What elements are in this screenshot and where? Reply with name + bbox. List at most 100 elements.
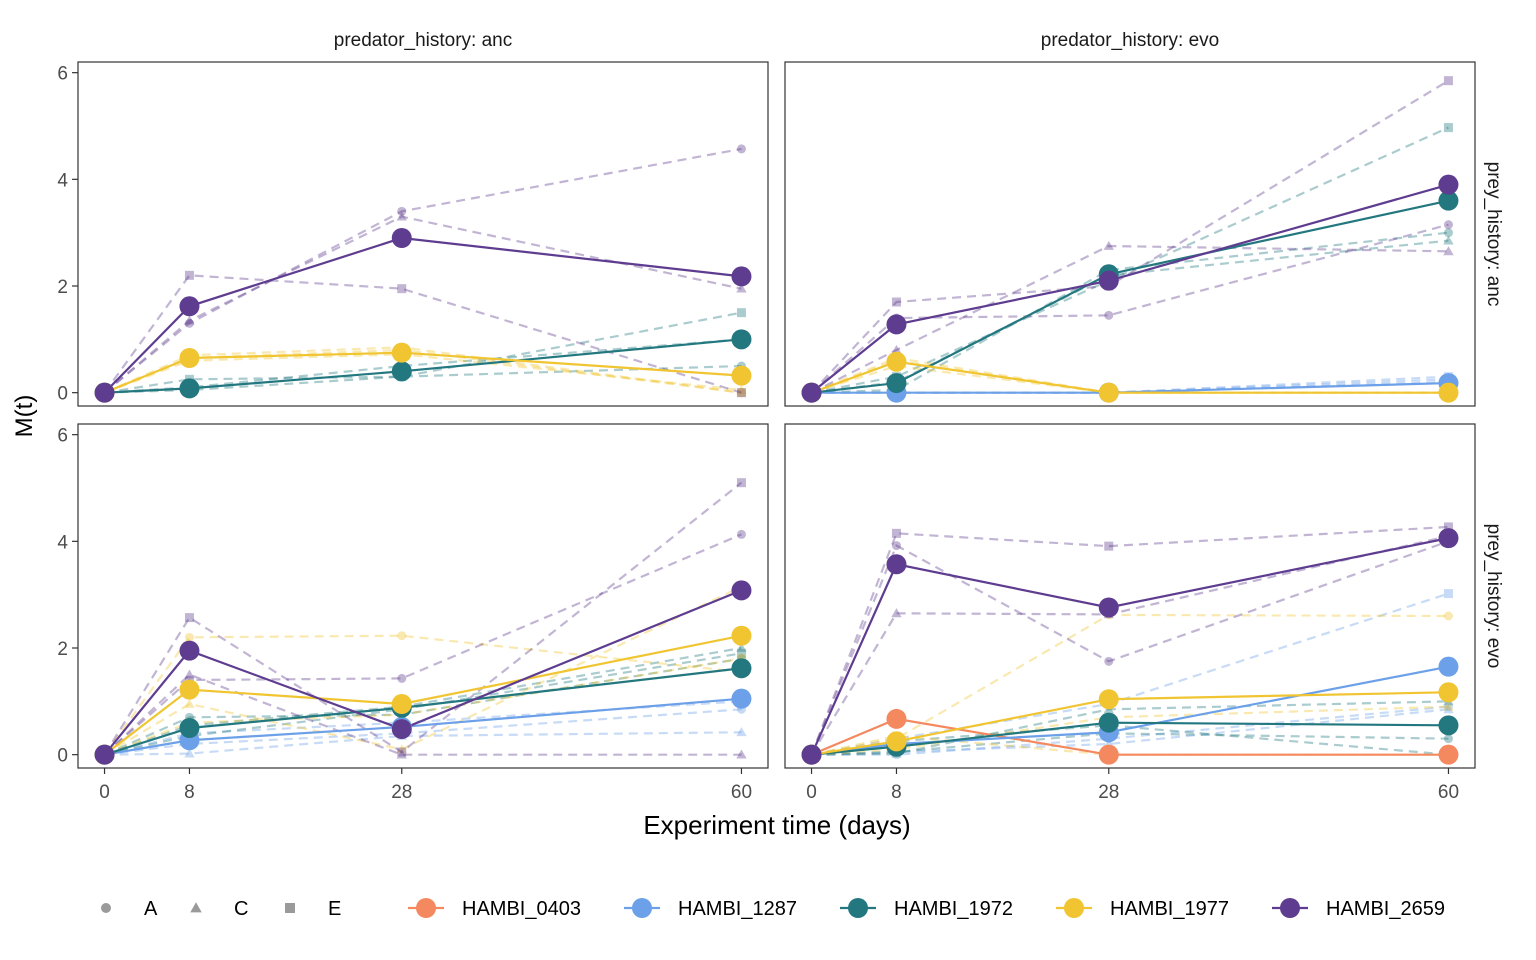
replicate-point bbox=[736, 388, 746, 398]
mean-point bbox=[1098, 744, 1119, 765]
replicate-point bbox=[736, 642, 747, 652]
mean-point bbox=[731, 688, 752, 709]
mean-point bbox=[886, 708, 907, 729]
mean-point bbox=[731, 625, 752, 646]
replicate-line bbox=[811, 378, 1449, 394]
mean-line bbox=[104, 667, 742, 756]
legend-species-point bbox=[1064, 898, 1084, 918]
replicate-point bbox=[184, 698, 195, 708]
replicate-line bbox=[811, 356, 1449, 394]
replicate-line bbox=[104, 353, 742, 394]
mean-point bbox=[179, 679, 200, 700]
mean-point bbox=[1438, 744, 1459, 765]
y-tick-label: 2 bbox=[57, 639, 68, 660]
replicate-point bbox=[736, 749, 747, 759]
mean-line bbox=[103, 589, 742, 756]
mean-point bbox=[391, 361, 412, 382]
replicate-line bbox=[103, 585, 742, 756]
replicate-line bbox=[104, 652, 742, 756]
mean-point bbox=[886, 314, 907, 335]
mean-point bbox=[731, 365, 752, 386]
replicate-point bbox=[1443, 702, 1453, 712]
mean-point bbox=[731, 266, 752, 287]
panel-border bbox=[77, 423, 769, 769]
replicate-line bbox=[811, 592, 1449, 756]
replicate-line bbox=[811, 375, 1449, 394]
x-tick-label: 60 bbox=[731, 782, 752, 803]
mean-point bbox=[179, 378, 200, 399]
replicate-point bbox=[1103, 240, 1114, 250]
replicate-line bbox=[103, 673, 742, 756]
mean-point bbox=[1098, 689, 1119, 710]
replicate-point bbox=[736, 478, 746, 488]
mean-line bbox=[104, 697, 742, 756]
replicate-line bbox=[104, 731, 742, 756]
mean-line bbox=[811, 721, 1449, 756]
legend-shape-label: A bbox=[144, 898, 158, 920]
replicate-line bbox=[104, 657, 742, 756]
mean-point bbox=[1438, 382, 1459, 403]
replicate-point bbox=[736, 529, 746, 539]
mean-point bbox=[1098, 597, 1119, 618]
mean-point bbox=[1438, 715, 1459, 736]
mean-line bbox=[811, 199, 1449, 394]
x-tick-label: 28 bbox=[391, 782, 412, 803]
mean-point bbox=[886, 731, 907, 752]
mean-line bbox=[104, 351, 742, 394]
column-strip-label: predator_history: evo bbox=[1041, 30, 1220, 51]
replicate-line bbox=[811, 724, 1449, 756]
replicate-point bbox=[396, 749, 407, 759]
mean-point bbox=[179, 640, 200, 661]
legend-shape-key bbox=[101, 903, 111, 913]
replicate-point bbox=[736, 144, 746, 154]
y-tick-label: 6 bbox=[57, 64, 68, 85]
replicate-point bbox=[1443, 611, 1453, 621]
mean-line bbox=[103, 634, 742, 756]
replicate-line bbox=[811, 613, 1449, 756]
x-tick-label: 0 bbox=[99, 782, 110, 803]
replicate-line bbox=[811, 700, 1449, 756]
mean-point bbox=[179, 348, 200, 368]
panel-border bbox=[784, 61, 1476, 407]
legend-shape-key bbox=[190, 902, 202, 913]
legend-species-point bbox=[1280, 898, 1300, 918]
legend-species-label: HAMBI_1287 bbox=[678, 898, 797, 920]
replicate-point bbox=[736, 648, 746, 658]
mean-point bbox=[886, 373, 907, 394]
replicate-line bbox=[811, 708, 1449, 756]
replicate-line bbox=[103, 634, 742, 756]
mean-point bbox=[391, 342, 412, 363]
y-tick-label: 0 bbox=[57, 384, 68, 405]
y-tick-label: 4 bbox=[57, 532, 68, 553]
replicate-line bbox=[810, 540, 1449, 756]
replicate-point bbox=[1443, 228, 1453, 238]
legend-shape-key bbox=[285, 903, 295, 913]
replicate-line bbox=[811, 705, 1449, 756]
mean-point bbox=[801, 744, 822, 765]
replicate-point bbox=[397, 631, 407, 641]
replicate-point bbox=[1443, 76, 1453, 86]
mean-point bbox=[731, 329, 752, 350]
replicate-line bbox=[811, 231, 1449, 394]
replicate-point bbox=[396, 744, 407, 754]
replicate-point bbox=[184, 315, 195, 325]
y-tick-label: 0 bbox=[57, 746, 68, 767]
x-tick-label: 60 bbox=[1438, 782, 1459, 803]
replicate-point bbox=[184, 632, 194, 642]
panel: 0 2 4 6 bbox=[57, 61, 769, 407]
replicate-line bbox=[811, 732, 1449, 756]
x-tick-label: 8 bbox=[184, 782, 195, 803]
replicate-point bbox=[736, 388, 746, 398]
y-axis-title: M(t) bbox=[11, 395, 38, 438]
legend-species-label: HAMBI_1977 bbox=[1110, 898, 1229, 920]
replicate-point bbox=[736, 308, 746, 318]
replicate-point bbox=[1443, 701, 1454, 711]
mean-point bbox=[1098, 270, 1119, 291]
mean-point bbox=[179, 296, 200, 317]
replicate-point bbox=[1443, 704, 1454, 714]
replicate-point bbox=[184, 318, 194, 328]
mean-point bbox=[1438, 528, 1459, 549]
legend-species-point bbox=[848, 898, 868, 918]
replicate-point bbox=[184, 669, 195, 679]
